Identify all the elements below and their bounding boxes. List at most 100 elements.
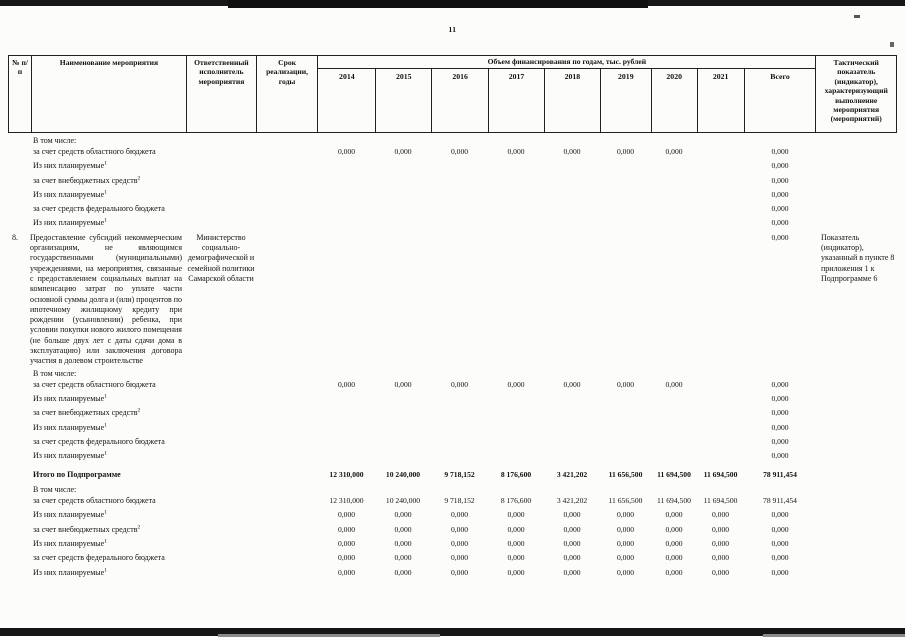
amount-cell: 0,000 [711, 539, 730, 549]
amount-cell: 0,000 [450, 539, 469, 549]
amount-cell: 0,000 [771, 379, 789, 389]
finance-row: за счет внебюджетных средств2 0,000 [8, 408, 897, 419]
finance-row: Итого по Подпрограмме 12 310,000 10 240,00… [8, 470, 897, 481]
footnote-marker: 1 [104, 421, 107, 428]
finance-row-label: Из них планируемые1 [33, 393, 107, 403]
footnote-marker: 2 [137, 174, 141, 181]
col-header-measure-name: Наименование мероприятия [30, 56, 186, 132]
amount-cells: 0,000 [318, 233, 816, 243]
finance-row-label: за счет средств областного бюджета [33, 496, 156, 506]
finance-row-label: за счет средств федерального бюджета [33, 204, 165, 214]
finance-row-label: за счет внебюджетных средств2 [33, 524, 141, 534]
finance-row: за счет средств областного бюджета 0,000 0… [8, 147, 897, 158]
amount-cell: 0,000 [337, 147, 356, 156]
scan-artifact-bottom-gray [218, 634, 440, 637]
year-column-header: 2020 [650, 69, 697, 133]
amount-cell: 0,000 [771, 436, 789, 446]
amount-cell: 0,000 [337, 379, 356, 389]
finance-block-b: В том числе: за счет средств областного б… [8, 369, 897, 462]
amount-cell: 0,000 [771, 567, 789, 577]
finance-row: за счет внебюджетных средств2 0,000 0,000 0… [8, 524, 897, 536]
amount-cell: 0,000 [450, 379, 469, 389]
amount-cell: 0,000 [450, 524, 469, 534]
amount-cell: 3 421,202 [556, 469, 588, 479]
finance-row-label: Из них планируемые1 [33, 566, 107, 577]
subprogram-totals-row: Итого по Подпрограмме 12 310,000 10 240,00… [8, 470, 897, 481]
amount-cell: 0,000 [337, 539, 356, 549]
year-column-header: 2019 [599, 69, 651, 133]
finance-row: Из них планируемые1 0,000 0,000 0,000 0,000 0… [8, 510, 897, 521]
finance-row-label: Из них планируемые1 [33, 160, 107, 171]
footnote-marker: 1 [104, 160, 107, 167]
tactical-indicator: Показатель (индикатор), указанный в пунк… [821, 232, 895, 283]
year-column-header: 2014 [339, 72, 355, 81]
amount-cell: 0,000 [771, 189, 789, 199]
finance-row: Из них планируемые1 0,000 [8, 161, 897, 172]
table-row-item-8: 8. Предоставление субсидий некоммерчески… [8, 233, 897, 367]
finance-row: Из них планируемые1 0,000 0,000 0,000 0,000 0… [8, 566, 897, 579]
amount-cell: 0,000 [507, 510, 525, 520]
amount-cell: 0,000 [507, 147, 525, 156]
measure-name: Предоставление субсидий некоммерческим о… [30, 232, 183, 366]
amount-cell: 0,000 [394, 510, 412, 520]
finance-row-label: за счет средств областного бюджета [33, 147, 156, 156]
finance-row-label: за счет средств областного бюджета [33, 379, 156, 389]
amount-cell: 0,000 [616, 147, 635, 156]
amount-cell: 0,000 [616, 379, 635, 389]
amount-cell: 0,000 [616, 553, 635, 563]
year-column-header: 2015 [375, 69, 431, 133]
amount-cell: 0,000 [771, 147, 789, 156]
amount-cell: 12 310,000 [329, 469, 364, 479]
amount-cell: 0,000 [337, 567, 356, 577]
row-number: 8. [12, 232, 18, 242]
finance-row: Из них планируемые1 0,000 0,000 0,000 0,000 0… [8, 539, 897, 550]
amount-cell: 0,000 [771, 204, 789, 214]
col-header-financing: Объем финансирования по годам, тыс. рубл… [317, 56, 816, 133]
finance-row-label: за счет внебюджетных средств2 [33, 407, 141, 418]
amount-cell: 0,000 [771, 422, 789, 432]
amount-cell: 0,000 [394, 553, 412, 563]
amount-cell: 0,000 [711, 524, 730, 534]
amount-cell: 0,000 [771, 408, 789, 418]
amount-cell: 0,000 [563, 510, 581, 520]
amount-cell: 12 310,000 [329, 496, 364, 506]
amount-cell: 9 718,152 [444, 496, 475, 506]
amount-cell: 0,000 [616, 524, 635, 534]
amount-cell: 78 911,454 [763, 469, 797, 479]
amount-cell: 0,000 [771, 393, 789, 403]
amount-cell: 0,000 [771, 553, 789, 563]
amount-cell: 11 656,500 [608, 496, 643, 506]
amount-cell: 0,000 [771, 232, 789, 242]
amount-cell: 0,000 [337, 553, 356, 563]
amount-cell: 11 656,500 [608, 469, 643, 479]
finance-row: за счет средств федерального бюджета 0,00… [8, 553, 897, 564]
year-column-header: Всего [743, 69, 816, 133]
finance-row: Из них планируемые1 0,000 [8, 451, 897, 462]
amount-cell: 3 421,202 [556, 496, 588, 506]
table-header: № п/п Наименование мероприятия Ответстве… [8, 55, 897, 133]
group-label: В том числе: [33, 136, 77, 145]
scan-artifact-speck [890, 42, 894, 47]
finance-row-label: Итого по Подпрограмме [33, 469, 121, 479]
amount-cell: 8 176,600 [500, 469, 532, 479]
amount-cell: 0,000 [665, 567, 683, 577]
responsible-executor: Министерство социально-демографической и… [187, 232, 255, 283]
amount-cell: 0,000 [665, 524, 683, 534]
year-column-header: 2021 [696, 69, 744, 133]
amount-cell: 0,000 [394, 567, 412, 577]
finance-row-label: Из них планируемые1 [33, 450, 107, 461]
footnote-marker: 1 [104, 189, 107, 196]
finance-row: за счет внебюджетных средств2 0,000 [8, 174, 897, 187]
amount-cell: 0,000 [665, 553, 683, 563]
amount-cell: 0,000 [563, 539, 581, 549]
finance-row: за счет средств областного бюджета 0,000 0… [8, 380, 897, 391]
footnote-marker: 1 [104, 450, 107, 457]
financing-title: Объем финансирования по годам, тыс. рубл… [318, 56, 816, 69]
finance-row-label: за счет внебюджетных средств2 [33, 174, 141, 185]
amount-cell: 0,000 [507, 379, 525, 389]
scan-artifact-bottom-gray [763, 634, 905, 637]
amount-cell: 0,000 [665, 379, 683, 389]
finance-block-a: В том числе: за счет средств областного б… [8, 136, 897, 229]
amount-cell: 8 176,600 [500, 496, 532, 506]
